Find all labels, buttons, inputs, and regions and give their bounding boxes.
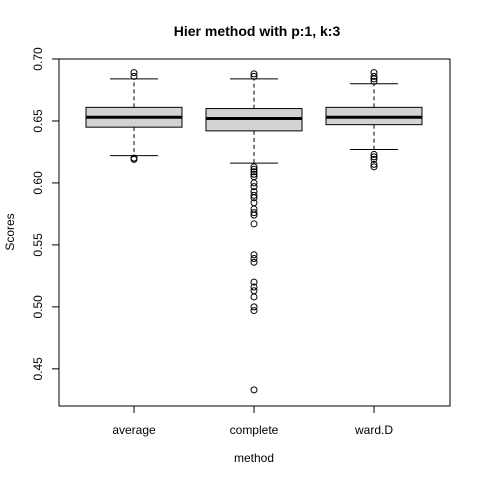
outlier-point <box>250 307 258 315</box>
y-tick-label: 0.70 <box>31 47 45 71</box>
x-axis-label: method <box>234 451 274 465</box>
boxes-group <box>85 69 423 394</box>
outlier-point <box>370 72 378 80</box>
outlier-point <box>250 194 258 202</box>
y-tick-label: 0.65 <box>31 109 45 133</box>
outlier-point <box>250 386 258 394</box>
outlier-point <box>250 220 258 228</box>
outlier-point <box>250 70 258 78</box>
outlier-point <box>250 287 258 295</box>
outlier-point <box>250 283 258 291</box>
outlier-point <box>250 72 258 80</box>
outlier-point <box>370 163 378 171</box>
outlier-point <box>250 209 258 217</box>
outlier-point <box>250 278 258 286</box>
outlier-point <box>250 170 258 178</box>
outlier-point <box>130 72 138 80</box>
x-tick-label: average <box>112 423 156 437</box>
y-tick-label: 0.45 <box>31 357 45 381</box>
outlier-point <box>370 153 378 161</box>
outlier-point <box>370 69 378 77</box>
x-axis: average complete ward.D <box>112 405 393 437</box>
outlier-point <box>250 293 258 301</box>
outlier-point <box>250 303 258 311</box>
outlier-point <box>250 258 258 266</box>
outlier-point <box>130 69 138 77</box>
outlier-point <box>370 160 378 168</box>
outlier-point <box>250 251 258 259</box>
y-axis: 0.45 0.50 0.55 0.60 0.65 0.70 <box>31 47 60 381</box>
box-complete <box>205 70 303 394</box>
outlier-point <box>250 211 258 219</box>
outlier-point <box>250 255 258 263</box>
x-tick-label: complete <box>230 423 279 437</box>
outlier-point <box>370 150 378 158</box>
outlier-point <box>130 154 138 162</box>
y-axis-label: Scores <box>3 213 17 250</box>
box-average <box>85 69 183 163</box>
y-tick-label: 0.55 <box>31 233 45 257</box>
outlier-point <box>250 168 258 176</box>
outlier-point <box>250 191 258 199</box>
outlier-point <box>250 183 258 191</box>
y-tick-label: 0.60 <box>31 171 45 195</box>
y-tick-label: 0.50 <box>31 295 45 319</box>
box-ward.D <box>325 69 423 171</box>
x-tick-label: ward.D <box>354 423 393 437</box>
outlier-point <box>250 163 258 171</box>
outlier-point <box>370 155 378 163</box>
outlier-point <box>370 77 378 85</box>
outlier-point <box>250 165 258 173</box>
chart-title: Hier method with p:1, k:3 <box>174 23 341 39</box>
outlier-point <box>250 179 258 187</box>
